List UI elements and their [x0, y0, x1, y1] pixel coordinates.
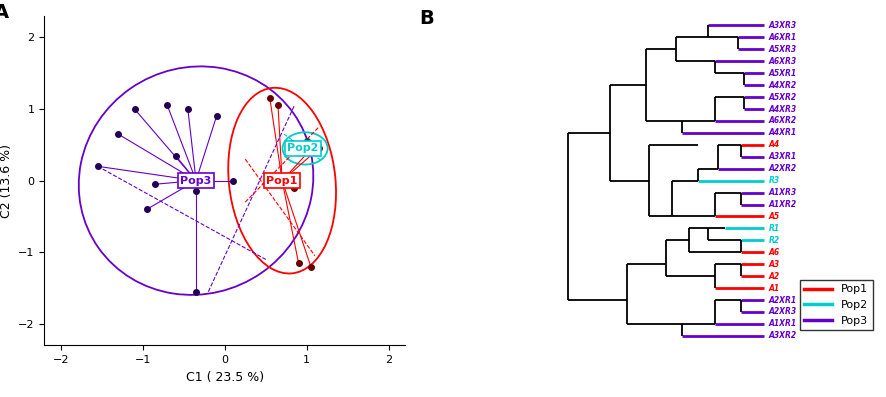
- Text: A6XR2: A6XR2: [768, 116, 796, 125]
- Text: Pop1: Pop1: [266, 175, 298, 186]
- Text: A2XR1: A2XR1: [768, 295, 796, 304]
- Text: A4XR1: A4XR1: [768, 128, 796, 137]
- Text: A2XR2: A2XR2: [768, 164, 796, 173]
- Text: Pop3: Pop3: [180, 175, 212, 186]
- Legend: Pop1, Pop2, Pop3: Pop1, Pop2, Pop3: [799, 280, 872, 330]
- Text: R3: R3: [768, 176, 779, 185]
- Text: A3XR3: A3XR3: [768, 21, 796, 30]
- Text: R1: R1: [768, 224, 779, 233]
- Text: B: B: [419, 9, 434, 28]
- Text: A3XR1: A3XR1: [768, 152, 796, 161]
- Text: A6: A6: [768, 248, 779, 257]
- Text: A2XR3: A2XR3: [768, 307, 796, 316]
- Text: A5XR2: A5XR2: [768, 93, 796, 102]
- Text: A5XR3: A5XR3: [768, 45, 796, 54]
- Text: A4: A4: [768, 140, 779, 149]
- Text: A5XR1: A5XR1: [768, 69, 796, 78]
- Text: A4XR2: A4XR2: [768, 81, 796, 90]
- Text: A1: A1: [768, 283, 779, 293]
- Text: A4XR3: A4XR3: [768, 104, 796, 114]
- Text: A1XR1: A1XR1: [768, 320, 796, 328]
- Text: A5: A5: [768, 212, 779, 221]
- Text: A3: A3: [768, 260, 779, 269]
- X-axis label: C1 ( 23.5 %): C1 ( 23.5 %): [185, 371, 263, 384]
- Text: A2: A2: [768, 272, 779, 281]
- Text: Pop2: Pop2: [286, 143, 318, 153]
- Text: A6XR3: A6XR3: [768, 57, 796, 66]
- Text: A1XR3: A1XR3: [768, 188, 796, 197]
- Text: A6XR1: A6XR1: [768, 33, 796, 42]
- Y-axis label: C2 (13.6 %): C2 (13.6 %): [0, 144, 12, 218]
- Text: A3XR2: A3XR2: [768, 331, 796, 340]
- Text: R2: R2: [768, 236, 779, 245]
- Text: A: A: [0, 3, 9, 22]
- Text: A1XR2: A1XR2: [768, 200, 796, 209]
